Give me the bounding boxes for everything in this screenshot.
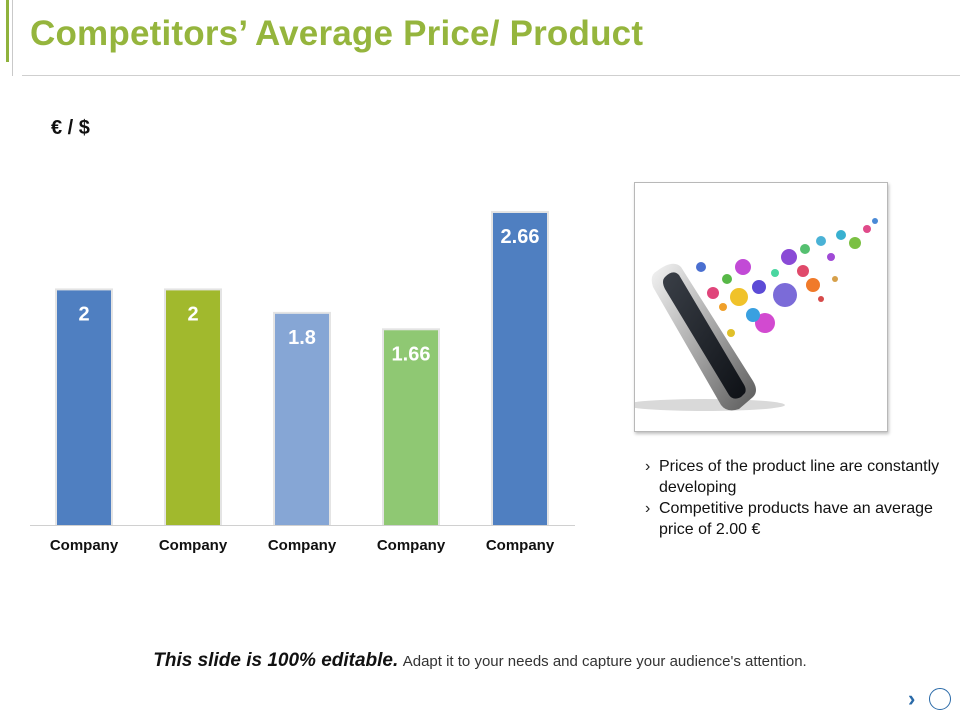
title-accent-bar [6,0,9,62]
bar [275,313,329,525]
slide-title: Competitors’ Average Price/ Product [30,14,644,53]
bars-group: 2 2 1.8 1.66 2.66 [55,210,549,525]
bar-data-label: 1.66 [392,343,431,365]
bar [57,290,111,525]
home-circle-icon[interactable] [929,688,951,710]
axis-unit-label: € / $ [51,117,90,139]
category-label: Company [159,537,228,554]
bar-data-label: 2 [78,303,89,325]
footer-emphasis: This slide is 100% editable. [153,650,399,671]
category-label: Company [486,537,555,554]
next-slide-chevron-icon[interactable]: › [908,686,916,711]
bar [493,212,547,525]
footer-note: This slide is 100% editable. Adapt it to… [0,650,960,672]
bullet-item: Competitive products have an average pri… [644,498,944,540]
bar [166,290,220,525]
bar-data-label: 2 [187,303,198,325]
bar-chart: 2 21.81.662.66 Company Company Company Compa… [30,210,575,554]
category-label: Company [50,537,119,554]
insight-bullets: Prices of the product line are constantl… [644,456,944,540]
category-labels-group: Company Company Company Company Company [50,537,555,554]
bar-data-label: 2.66 [501,226,540,248]
smartphone-image [634,182,888,432]
category-label: Company [268,537,337,554]
smartphone-with-app-icons-image [635,218,878,411]
title-accent-line [12,0,13,76]
bullet-item: Prices of the product line are constantl… [644,456,944,498]
category-label: Company [377,537,446,554]
bar-data-label: 1.8 [288,327,316,349]
title-divider [22,75,960,76]
bar [384,330,438,525]
footer-text: Adapt it to your needs and capture your … [402,653,807,670]
